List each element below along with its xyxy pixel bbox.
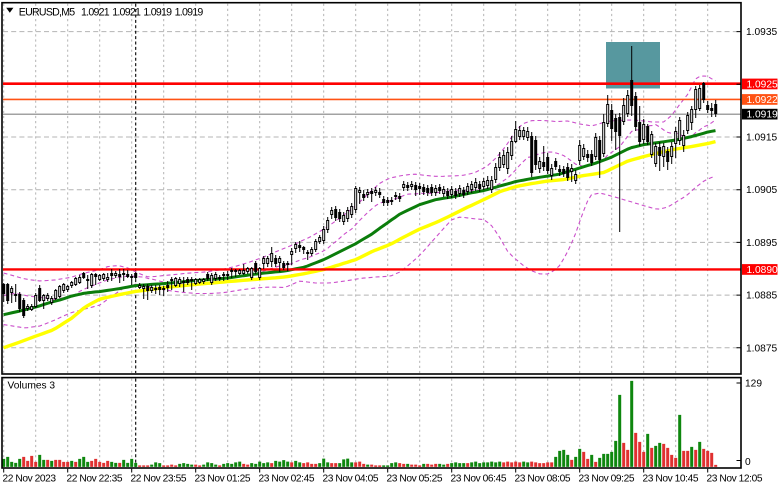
svg-text:23 Nov 08:05: 23 Nov 08:05 — [515, 474, 571, 485]
svg-text:1.0890: 1.0890 — [747, 265, 778, 276]
svg-text:1.0919: 1.0919 — [747, 110, 778, 121]
svg-text:23 Nov 04:05: 23 Nov 04:05 — [323, 474, 379, 485]
svg-text:1.0895: 1.0895 — [746, 238, 777, 249]
svg-text:22 Nov 2023: 22 Nov 2023 — [3, 474, 57, 485]
svg-text:22 Nov 23:55: 22 Nov 23:55 — [131, 474, 187, 485]
svg-text:EURUSD,M5 1.0921 1.0921 1.091: EURUSD,M5 1.0921 1.0921 1.0919 1.0919 — [19, 6, 204, 18]
svg-text:129: 129 — [745, 379, 762, 390]
svg-text:23 Nov 06:45: 23 Nov 06:45 — [451, 474, 507, 485]
svg-text:1.0925: 1.0925 — [747, 80, 778, 91]
svg-text:1.0915: 1.0915 — [746, 133, 777, 144]
svg-text:23 Nov 10:45: 23 Nov 10:45 — [643, 474, 699, 485]
svg-text:1.0935: 1.0935 — [746, 27, 777, 38]
svg-text:1.0875: 1.0875 — [746, 343, 777, 354]
svg-text:23 Nov 02:45: 23 Nov 02:45 — [259, 474, 315, 485]
svg-text:0: 0 — [745, 457, 751, 468]
svg-text:22 Nov 22:35: 22 Nov 22:35 — [67, 474, 123, 485]
svg-text:1.0885: 1.0885 — [746, 291, 777, 302]
svg-text:1.0922: 1.0922 — [747, 95, 778, 106]
svg-text:23 Nov 01:25: 23 Nov 01:25 — [195, 474, 251, 485]
svg-text:1.0905: 1.0905 — [746, 185, 777, 196]
svg-text:23 Nov 12:05: 23 Nov 12:05 — [707, 474, 763, 485]
svg-text:23 Nov 09:25: 23 Nov 09:25 — [579, 474, 635, 485]
svg-text:23 Nov 05:25: 23 Nov 05:25 — [387, 474, 443, 485]
svg-text:Volumes 3: Volumes 3 — [8, 381, 56, 392]
